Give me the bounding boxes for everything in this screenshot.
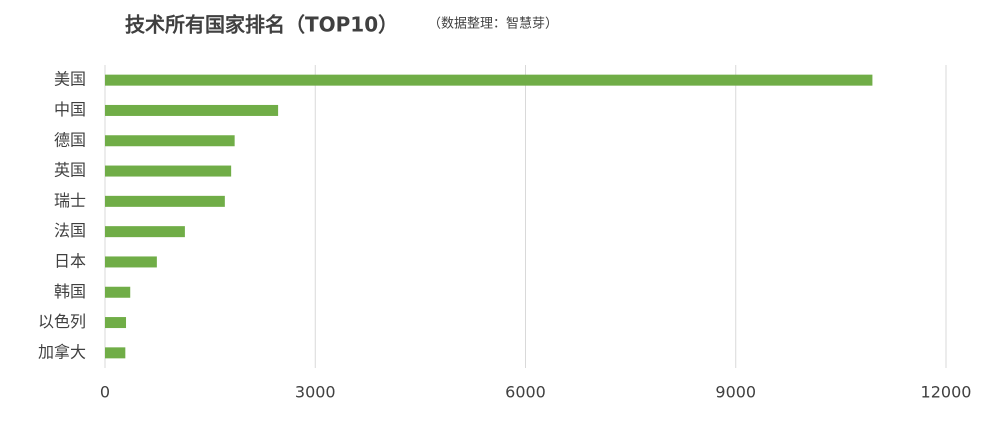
chart-title: 技术所有国家排名（TOP10） [125,13,398,37]
y-tick-label: 德国 [54,130,86,149]
bar [105,347,126,359]
y-tick-label: 美国 [54,70,86,89]
bar [105,195,225,207]
y-tick-label: 加拿大 [38,342,86,361]
y-tick-label: 韩国 [54,282,86,301]
x-tick-label: 6000 [505,383,546,402]
y-tick-label: 英国 [54,161,86,180]
bar [105,286,131,298]
x-tick-label: 9000 [715,383,756,402]
bar [105,104,279,116]
bar [105,317,127,329]
y-tick-label: 瑞士 [54,191,86,210]
x-tick-label: 12000 [921,383,972,402]
bar [105,135,235,147]
bar [105,256,157,268]
chart-subtitle: （数据整理：智慧芽） [428,16,558,32]
x-tick-label: 3000 [295,383,336,402]
y-tick-label: 以色列 [38,312,86,331]
y-tick-label: 日本 [54,251,86,270]
bar [105,74,873,86]
bar [105,165,232,177]
y-tick-label: 法国 [54,221,86,240]
y-tick-label: 中国 [54,100,86,119]
x-tick-label: 0 [100,383,110,402]
bar [105,226,185,238]
